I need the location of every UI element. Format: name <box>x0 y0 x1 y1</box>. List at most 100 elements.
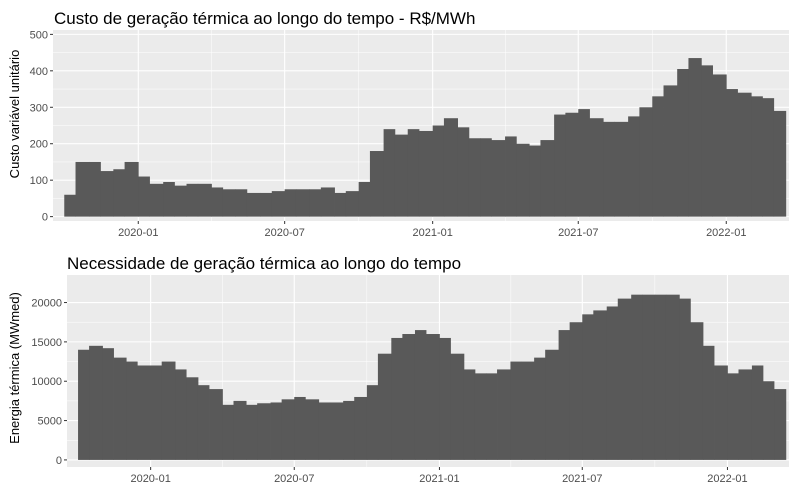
cost-bar <box>603 121 615 217</box>
energy-bar <box>222 404 234 460</box>
cost-bar <box>457 127 470 217</box>
energy-bar <box>281 399 295 460</box>
energy-bar <box>485 373 498 460</box>
cost-bars <box>64 58 787 217</box>
energy-bar <box>617 298 632 460</box>
cost-bar <box>174 185 187 217</box>
cost-bar <box>309 189 322 217</box>
energy-bar <box>569 322 583 460</box>
energy-x-axis: 2020-01 2020-07 2021-01 2021-07 2022-01 <box>130 467 748 485</box>
cost-bar <box>589 118 604 217</box>
cost-y-tick-label: 0 <box>42 212 48 224</box>
energy-bar <box>197 385 210 460</box>
cost-bar <box>260 192 273 217</box>
energy-bar <box>305 399 320 460</box>
cost-bar <box>222 189 236 217</box>
energy-bar <box>463 369 476 460</box>
energy-bar <box>679 298 691 460</box>
energy-bar <box>762 381 775 460</box>
energy-bar <box>294 396 306 460</box>
energy-x-tick-label: 2020-01 <box>130 473 170 485</box>
cost-bar <box>138 176 150 217</box>
cost-bar <box>578 109 590 217</box>
cost-bar <box>235 189 248 217</box>
energy-bar <box>137 365 152 460</box>
energy-bar <box>426 334 440 460</box>
cost-bar <box>762 98 775 217</box>
cost-bar <box>639 107 653 217</box>
energy-bar <box>606 306 619 460</box>
cost-bar <box>565 112 579 217</box>
energy-bar <box>89 345 103 460</box>
energy-bar <box>354 396 368 460</box>
energy-bar <box>642 294 656 460</box>
cost-bar <box>677 69 689 217</box>
energy-bar <box>497 369 511 460</box>
energy-bar <box>545 349 559 460</box>
energy-bar <box>439 337 451 460</box>
energy-bar <box>186 377 199 460</box>
cost-bar <box>516 143 530 217</box>
cost-bar <box>358 181 371 217</box>
cost-x-tick-label: 2022-01 <box>706 227 746 239</box>
cost-bar <box>751 96 763 217</box>
energy-bar <box>474 373 487 460</box>
energy-bar <box>714 365 728 460</box>
cost-bar <box>211 187 224 217</box>
cost-y-tick-label: 400 <box>30 66 48 78</box>
energy-bar <box>257 403 271 460</box>
cost-bar <box>89 161 101 217</box>
energy-y-tick-label: 15000 <box>31 337 62 349</box>
energy-y-tick-label: 5000 <box>38 416 62 428</box>
cost-bar <box>688 58 702 217</box>
energy-bar <box>318 402 331 460</box>
energy-bar <box>246 404 258 460</box>
cost-x-tick-label: 2020-07 <box>264 227 304 239</box>
cost-bar <box>407 129 420 217</box>
cost-bar <box>712 74 727 217</box>
cost-y-tick-label: 500 <box>30 29 48 41</box>
energy-chart: Necessidade de geração térmica ao longo … <box>7 254 789 485</box>
energy-bar <box>233 400 247 460</box>
cost-y-tick-label: 200 <box>30 139 48 151</box>
cost-bar <box>443 118 458 217</box>
energy-x-tick-label: 2021-07 <box>562 473 602 485</box>
cost-bar <box>491 140 506 217</box>
cost-chart-title: Custo de geração térmica ao longo do tem… <box>54 9 475 28</box>
cost-bar <box>75 161 90 217</box>
energy-bar <box>521 361 535 460</box>
cost-bar <box>468 138 481 217</box>
cost-bar <box>394 134 409 217</box>
energy-bar <box>402 334 416 460</box>
cost-x-tick-label: 2021-07 <box>558 227 598 239</box>
energy-bar <box>631 294 643 460</box>
cost-bar <box>334 192 347 217</box>
energy-bar <box>510 361 522 460</box>
energy-bar <box>329 402 344 460</box>
cost-bar <box>186 183 199 217</box>
cost-bar <box>295 189 310 217</box>
energy-bars <box>78 294 787 460</box>
energy-bar <box>534 357 546 460</box>
cost-bar <box>480 138 492 217</box>
energy-y-tick-label: 0 <box>56 455 62 467</box>
energy-bar <box>126 361 138 460</box>
energy-y-axis-title: Energia térmica (MWmed) <box>7 292 22 444</box>
cost-bar <box>383 129 396 217</box>
cost-x-tick-label: 2021-01 <box>412 227 452 239</box>
cost-bar <box>418 130 434 217</box>
cost-bar <box>652 96 664 217</box>
cost-bar <box>529 145 541 217</box>
energy-bar <box>558 330 571 460</box>
cost-bar <box>345 191 360 217</box>
energy-bar <box>738 369 753 460</box>
cost-bar <box>773 110 787 217</box>
cost-bar <box>64 194 76 217</box>
cost-bar <box>432 125 445 217</box>
energy-bar <box>450 353 465 460</box>
cost-bar <box>246 192 261 217</box>
cost-y-tick-label: 100 <box>30 175 48 187</box>
energy-bar <box>702 345 715 460</box>
